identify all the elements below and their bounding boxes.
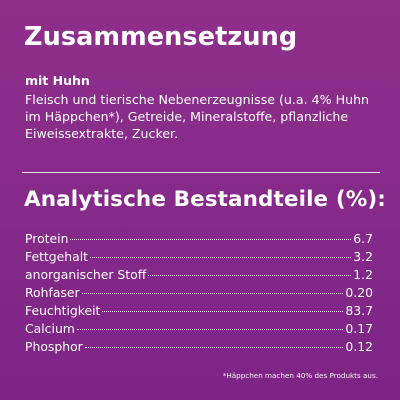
analysis-title: Analytische Bestandteile (%): — [24, 187, 387, 212]
nutrient-row-fat: Fettgehalt 3.2 — [25, 248, 373, 266]
nutrient-name: anorganischer Stoff — [25, 267, 147, 282]
composition-title: Zusammensetzung — [24, 22, 298, 52]
nutrient-name: Calcium — [25, 321, 75, 336]
nutrient-name: Rohfaser — [25, 285, 80, 300]
nutrient-row-moisture: Feuchtigkeit 83.7 — [25, 302, 373, 320]
nutrient-row-calcium: Calcium 0.17 — [25, 320, 373, 338]
nutrient-name: Fettgehalt — [25, 249, 89, 264]
nutrient-row-protein: Protein 6.7 — [25, 230, 373, 248]
nutrient-row-fibre: Rohfaser 0.20 — [25, 284, 373, 302]
nutrient-row-phosphorus: Phosphor 0.12 — [25, 338, 373, 356]
section-divider — [22, 172, 380, 173]
nutrient-name: Feuchtigkeit — [25, 303, 101, 318]
dotted-leader — [76, 329, 344, 330]
nutrient-name: Protein — [25, 231, 69, 246]
footnote: *Häppchen machen 40% des Produkts aus. — [222, 371, 378, 380]
dotted-leader — [90, 257, 352, 258]
nutrient-value: 6.7 — [353, 231, 373, 246]
dotted-leader — [70, 239, 352, 240]
nutrient-table: Protein 6.7 Fettgehalt 3.2 anorganischer… — [25, 230, 373, 356]
nutrient-value: 83.7 — [345, 303, 373, 318]
dotted-leader — [102, 311, 344, 312]
nutrient-value: 0.17 — [345, 321, 373, 336]
nutrient-row-ash: anorganischer Stoff 1.2 — [25, 266, 373, 284]
variant-heading: mit Huhn — [25, 73, 90, 88]
nutrient-value: 0.12 — [345, 339, 373, 354]
dotted-leader — [81, 293, 344, 294]
ingredients-text: Fleisch und tierische Nebenerzeugnisse (… — [25, 92, 370, 141]
nutrient-value: 1.2 — [353, 267, 373, 282]
nutrient-value: 0.20 — [345, 285, 373, 300]
dotted-leader — [148, 275, 352, 276]
nutrient-value: 3.2 — [353, 249, 373, 264]
nutrient-name: Phosphor — [25, 339, 83, 354]
dotted-leader — [84, 347, 344, 348]
